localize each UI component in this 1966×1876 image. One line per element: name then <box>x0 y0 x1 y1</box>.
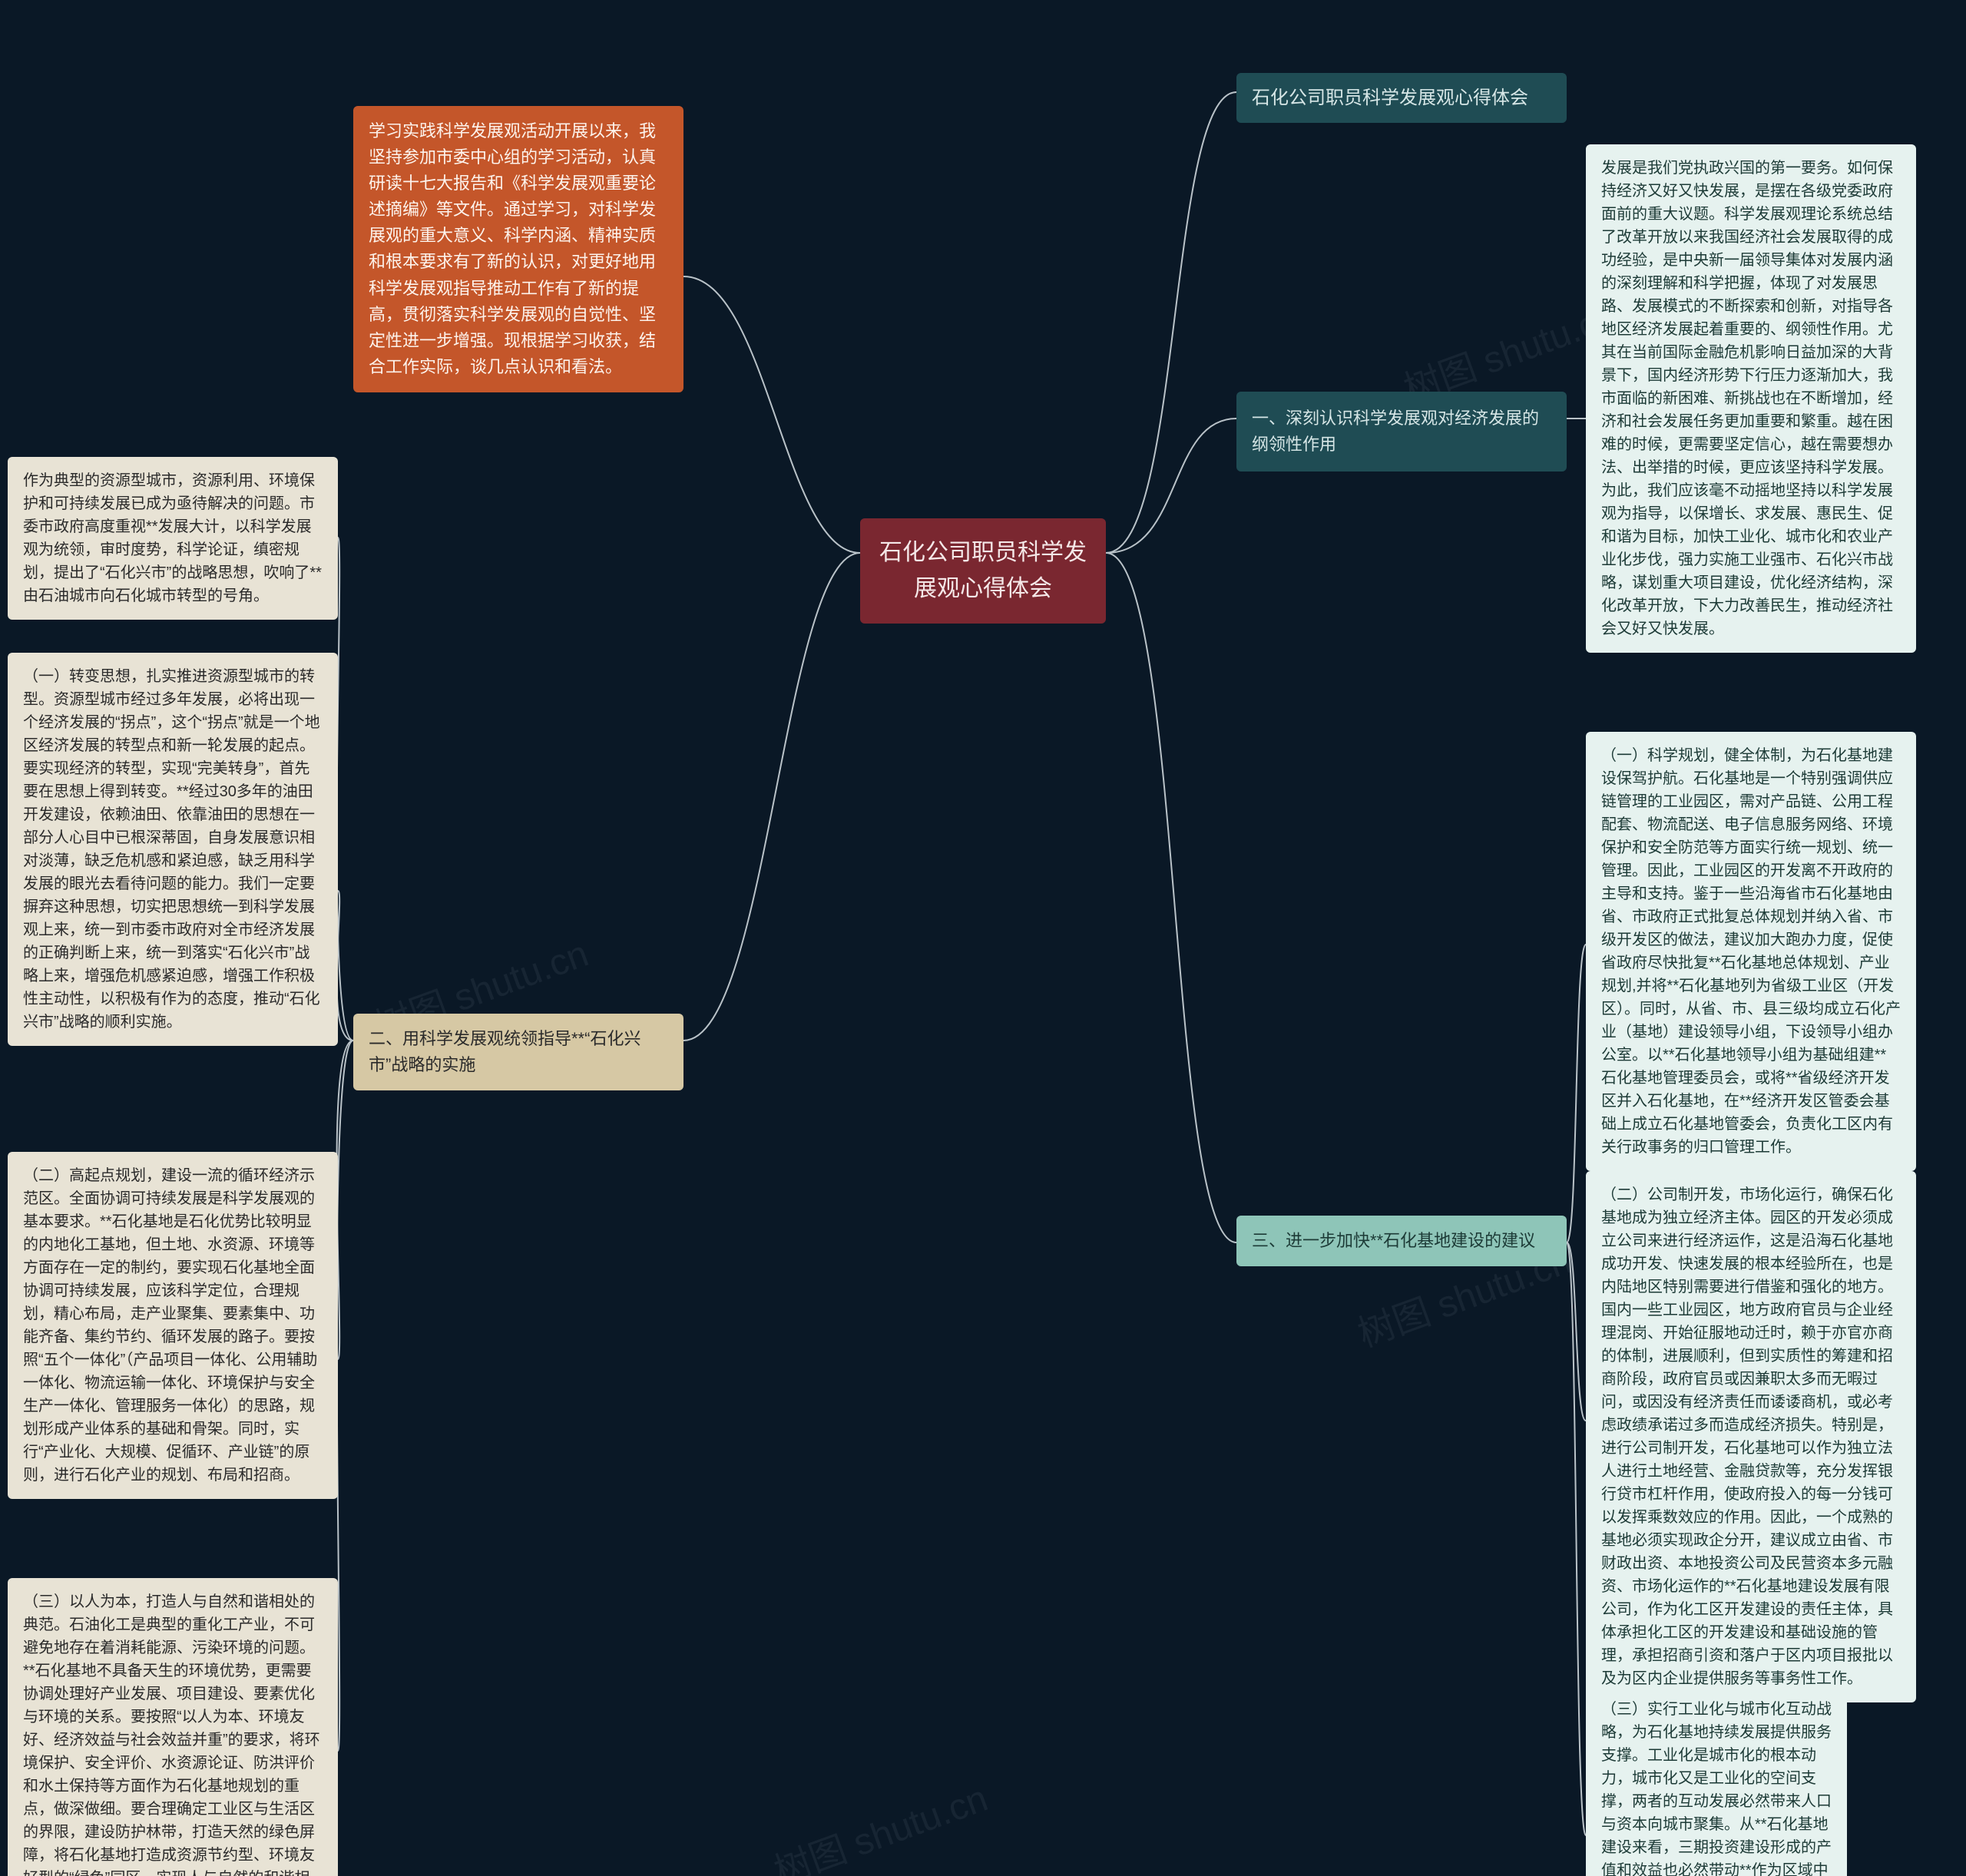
watermark: 树图 shutu.cn <box>766 1768 994 1876</box>
section-3-item-3: （三）实行工业化与城市化互动战略，为石化基地持续发展提供服务支撑。工业化是城市化… <box>1586 1686 1847 1876</box>
section-1-title: 一、深刻认识科学发展观对经济发展的纲领性作用 <box>1236 392 1567 471</box>
title-echo: 石化公司职员科学发展观心得体会 <box>1236 73 1567 123</box>
section-2-intro: 作为典型的资源型城市，资源利用、环境保护和可持续发展已成为亟待解决的问题。市委市… <box>8 457 338 620</box>
intro-paragraph: 学习实践科学发展观活动开展以来，我坚持参加市委中心组的学习活动，认真研读十七大报… <box>353 106 683 392</box>
root-node: 石化公司职员科学发展观心得体会 <box>860 518 1106 624</box>
section-3-title: 三、进一步加快**石化基地建设的建议 <box>1236 1216 1567 1266</box>
section-2-item-1: （一）转变思想，扎实推进资源型城市的转型。资源型城市经过多年发展，必将出现一个经… <box>8 653 338 1046</box>
section-3-item-2: （二）公司制开发，市场化运行，确保石化基地成为独立经济主体。园区的开发必须成立公… <box>1586 1171 1916 1702</box>
section-2-item-2: （二）高起点规划，建设一流的循环经济示范区。全面协调可持续发展是科学发展观的基本… <box>8 1152 338 1499</box>
section-2-title: 二、用科学发展观统领指导**“石化兴市”战略的实施 <box>353 1014 683 1090</box>
section-3-item-1: （一）科学规划，健全体制，为石化基地建设保驾护航。石化基地是一个特别强调供应链管… <box>1586 732 1916 1171</box>
section-1-body: 发展是我们党执政兴国的第一要务。如何保持经济又好又快发展，是摆在各级党委政府面前… <box>1586 144 1916 653</box>
section-2-item-3: （三）以人为本，打造人与自然和谐相处的典范。石油化工是典型的重化工产业，不可避免… <box>8 1578 338 1876</box>
